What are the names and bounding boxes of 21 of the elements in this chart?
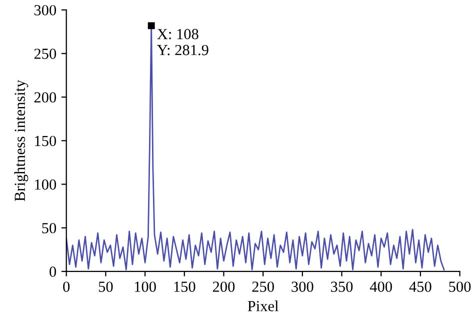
y-tick-label: 0 [50, 266, 56, 277]
x-tick-label: 50 [98, 282, 113, 292]
x-tick-label: 0 [63, 282, 70, 292]
x-tick-label: 250 [252, 282, 274, 292]
y-tick-label: 250 [34, 48, 56, 59]
y-axis-title: Brightness intensity [14, 80, 28, 202]
x-tick-label: 150 [174, 282, 196, 292]
y-tick-label: 100 [35, 179, 56, 190]
y-tick-label: 150 [35, 136, 56, 146]
x-tick-label: 450 [409, 282, 432, 292]
x-tick-label: 200 [212, 282, 235, 292]
y-tick-label: 300 [34, 5, 56, 16]
x-tick-label: 300 [292, 282, 314, 292]
y-tick-label: 50 [42, 222, 56, 234]
x-axis-title: Pixel [248, 300, 278, 312]
annotation: X: 108 Y: 281.9 [157, 28, 208, 56]
x-tick-label: 350 [331, 282, 353, 292]
x-tick-label: 500 [449, 282, 471, 292]
y-tick-label: 200 [34, 92, 56, 103]
x-tick-label: 100 [134, 282, 156, 292]
x-tick-label: 400 [370, 282, 392, 292]
